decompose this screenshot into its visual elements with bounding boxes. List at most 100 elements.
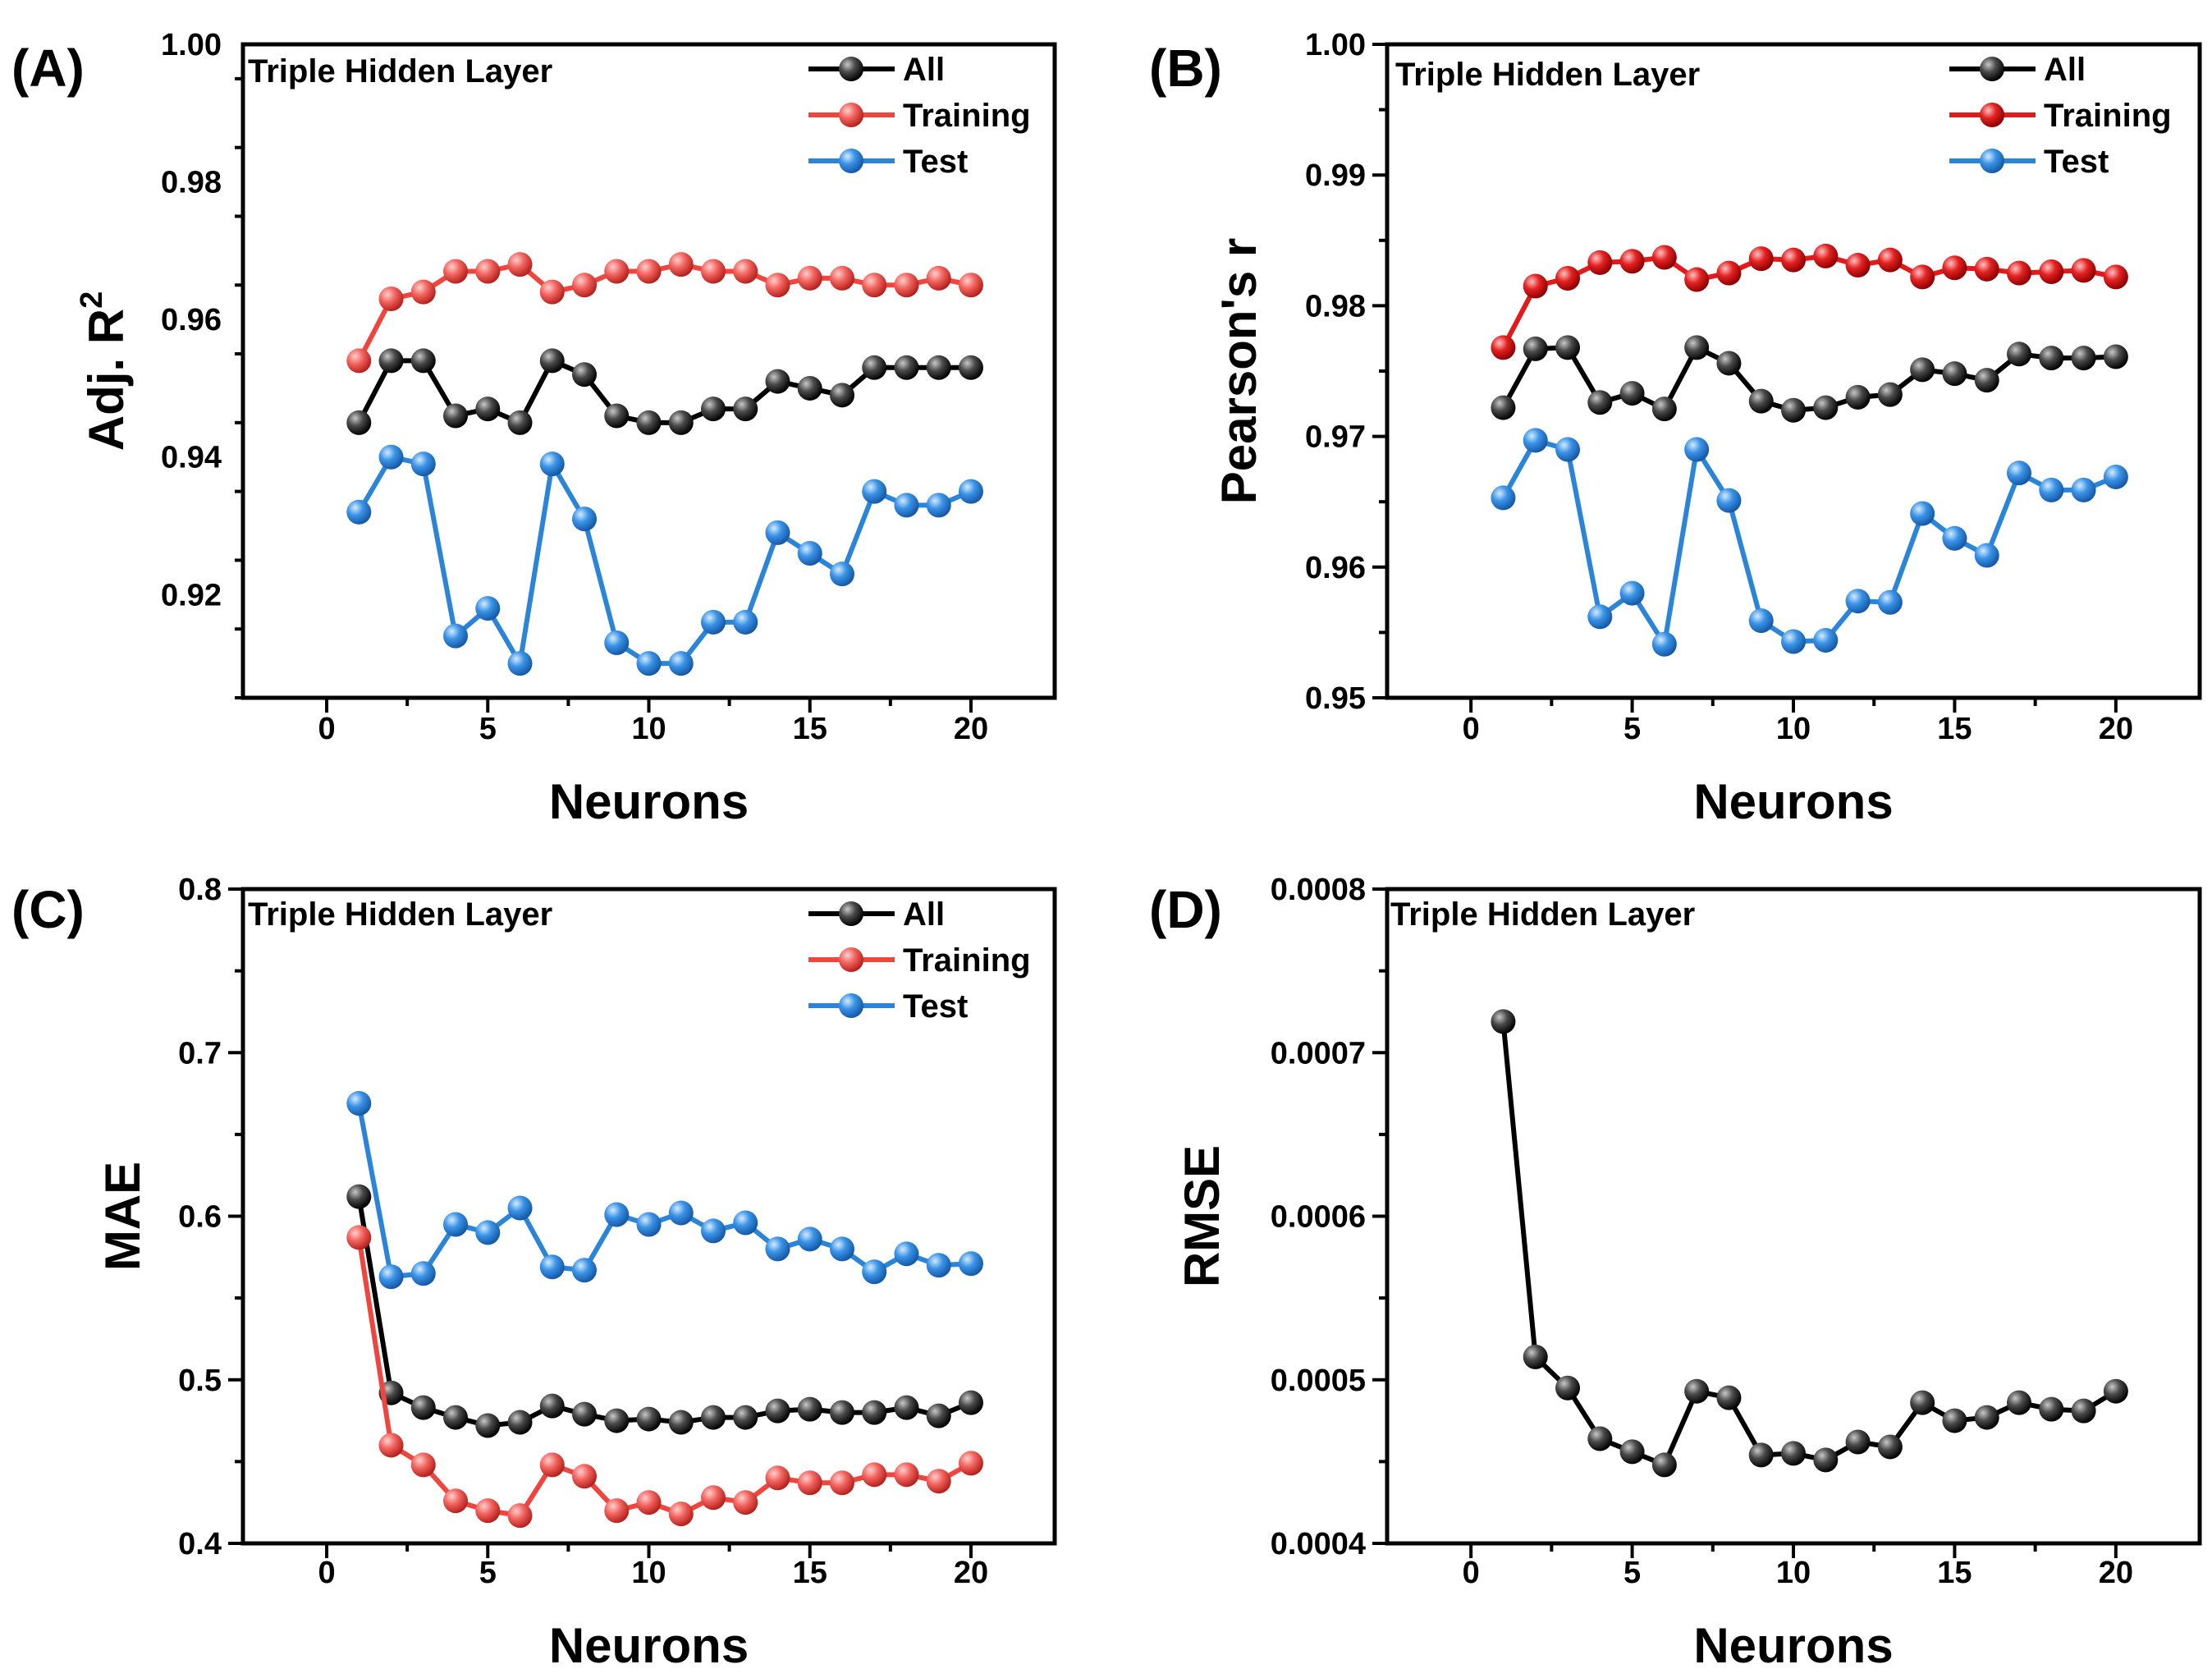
data-point: [2007, 342, 2031, 367]
data-point: [894, 1462, 919, 1488]
data-point: [572, 1401, 598, 1427]
x-tick-label: 10: [1776, 1556, 1811, 1590]
data-point: [1748, 1442, 1774, 1468]
panel-subtitle: Triple Hidden Layer: [1395, 57, 1700, 93]
data-point: [604, 259, 630, 284]
data-point: [572, 1464, 598, 1489]
y-tick-label: 0.6: [178, 1200, 222, 1235]
data-point: [507, 252, 533, 277]
data-point: [733, 259, 758, 284]
data-point: [1651, 631, 1677, 657]
data-point: [2039, 1396, 2064, 1422]
data-point: [1910, 264, 1935, 290]
data-point: [2103, 464, 2128, 489]
data-point: [733, 1210, 758, 1236]
data-point: [958, 1251, 983, 1277]
y-axis-label: RMSE: [1175, 1145, 1230, 1287]
data-point: [410, 1452, 436, 1478]
data-point: [2071, 1398, 2096, 1424]
data-point: [829, 1470, 854, 1496]
data-point: [1845, 1429, 1871, 1455]
data-point: [604, 403, 630, 429]
data-point: [1716, 1385, 1742, 1410]
data-point: [797, 375, 822, 401]
data-point: [2071, 258, 2096, 283]
data-point: [894, 1395, 919, 1420]
data-point: [410, 1395, 436, 1420]
data-point: [829, 265, 854, 291]
series-line: [356, 1103, 972, 1280]
data-point: [1877, 1434, 1903, 1460]
panel-c: (C) 0 5 10 15 20 0.4 0.5 0.6 0.7 0.8 Neurons MAE Trip…: [11, 873, 1057, 1673]
data-point: [765, 1236, 790, 1262]
x-tick-label: 15: [793, 712, 827, 746]
data-point: [2039, 346, 2064, 371]
data-point: [539, 348, 565, 374]
data-point: [572, 273, 598, 298]
data-point: [475, 1220, 501, 1245]
data-point: [894, 273, 919, 298]
data-point: [1523, 1344, 1548, 1369]
data-point: [1910, 1390, 1935, 1415]
y-axis-label-main: Adj. R: [79, 309, 134, 451]
legend-entry: Test: [903, 144, 968, 180]
data-point: [539, 452, 565, 477]
data-point: [1684, 335, 1710, 360]
data-point: [2039, 477, 2064, 502]
data-point: [1781, 247, 1806, 273]
y-axis-label-superscript: 2: [75, 291, 109, 309]
data-point: [958, 1390, 983, 1415]
x-tick-label: 20: [954, 1556, 988, 1590]
data-point: [475, 1413, 501, 1438]
y-axis-label: MAE: [95, 1162, 150, 1271]
y-tick-label: 0.98: [1305, 289, 1366, 323]
data-point: [797, 541, 822, 566]
data-point: [700, 397, 726, 422]
data-point: [636, 651, 662, 676]
x-tick-label: 10: [631, 712, 666, 746]
data-point: [1813, 1447, 1839, 1473]
data-point: [636, 259, 662, 284]
data-point: [1651, 397, 1677, 422]
x-tick-label: 20: [954, 712, 988, 746]
data-point: [378, 444, 404, 470]
series-training: [346, 252, 983, 374]
y-tick-label: 0.92: [161, 578, 222, 612]
data-point: [1587, 1426, 1613, 1451]
data-point: [1716, 260, 1742, 286]
data-point: [862, 273, 887, 298]
data-point: [926, 355, 951, 380]
y-tick-label: 0.0008: [1271, 873, 1366, 907]
data-point: [604, 630, 630, 655]
data-point: [765, 273, 790, 298]
data-point: [2007, 1390, 2031, 1415]
data-point: [1555, 265, 1580, 291]
legend-marker: [839, 993, 863, 1018]
data-point: [894, 1241, 919, 1267]
x-axis-label: Neurons: [1693, 1618, 1893, 1673]
legend: All Training Test: [1949, 52, 2172, 180]
data-point: [958, 479, 983, 504]
data-point: [1523, 336, 1548, 361]
data-point: [926, 1469, 951, 1494]
data-point: [604, 1498, 630, 1524]
x-tick-label: 20: [2099, 712, 2133, 746]
y-tick-label: 0.99: [1305, 158, 1366, 193]
data-point: [829, 562, 854, 587]
data-point: [1813, 395, 1839, 420]
legend-marker: [839, 149, 863, 173]
data-point: [475, 1498, 501, 1524]
data-point: [1491, 1009, 1516, 1034]
data-point: [2007, 260, 2031, 286]
data-point: [765, 369, 790, 394]
data-point: [1781, 397, 1806, 423]
data-point: [1910, 357, 1935, 383]
data-point: [1587, 250, 1613, 275]
y-tick-label: 0.0004: [1271, 1527, 1366, 1561]
data-point: [2007, 461, 2031, 486]
data-point: [636, 1406, 662, 1432]
data-point: [1781, 629, 1806, 654]
panel-subtitle: Triple Hidden Layer: [1390, 896, 1695, 933]
data-point: [1942, 1408, 1967, 1433]
data-point: [668, 252, 694, 277]
